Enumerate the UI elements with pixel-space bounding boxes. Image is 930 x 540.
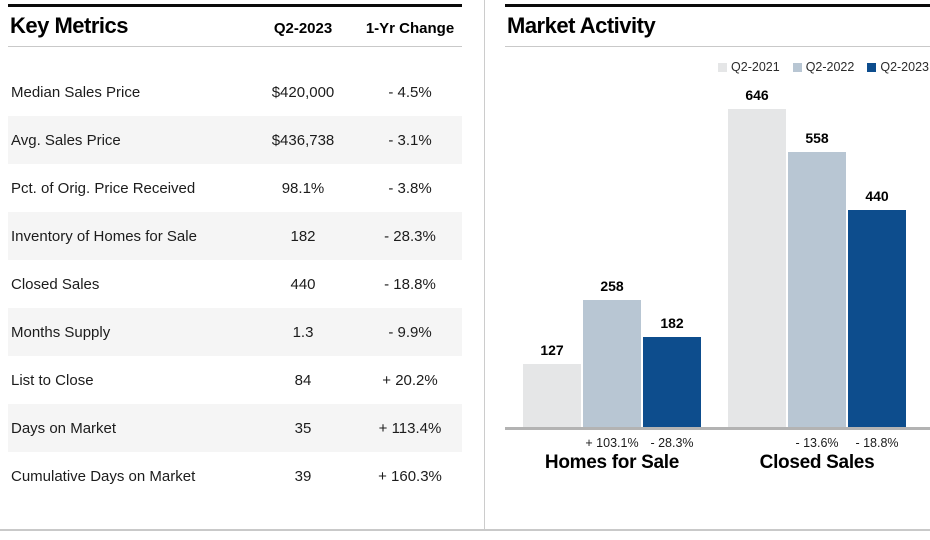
legend-swatch-icon [718, 62, 728, 72]
bar-value-label: 558 [805, 130, 829, 146]
market-activity-panel: Market Activity Q2-2021 Q2-2022 Q2-2023 12… [505, 4, 930, 473]
metric-change: + 160.3% [378, 467, 442, 485]
bar-q2-2021-closed-sales [728, 109, 786, 427]
metric-name: Months Supply [11, 323, 111, 341]
bar-value-label: 127 [540, 342, 564, 358]
column-headers: Q2-2023 1-Yr Change [248, 20, 462, 37]
metric-change: - 28.3% [384, 227, 436, 245]
bar-value-label: 258 [600, 278, 624, 294]
x-axis-line [505, 427, 930, 430]
table-row: Days on Market 35 + 113.4% [8, 404, 462, 452]
metric-value: 1.3 [292, 323, 314, 341]
column-header-period: Q2-2023 [273, 20, 333, 37]
legend-label: Q2-2021 [731, 60, 780, 74]
bar-value-label: 440 [865, 188, 889, 204]
table-row: List to Close 84 + 20.2% [8, 356, 462, 404]
panel-divider [484, 0, 485, 530]
metric-change: - 18.8% [384, 275, 436, 293]
key-metrics-header: Key Metrics Q2-2023 1-Yr Change [8, 4, 462, 47]
table-row: Pct. of Orig. Price Received 98.1% - 3.8% [8, 164, 462, 212]
metric-change: - 3.1% [388, 131, 432, 149]
group-label-closed-sales: Closed Sales [759, 452, 875, 473]
pct-change-label: + 103.1% [585, 436, 639, 450]
legend-label: Q2-2023 [880, 60, 929, 74]
metric-value: 98.1% [281, 179, 325, 197]
bar-q2-2023-homes-for-sale [643, 337, 701, 427]
metric-name: Median Sales Price [11, 83, 141, 101]
bar-value-label: 646 [745, 87, 769, 103]
metric-value: 39 [294, 467, 312, 485]
metric-change: - 4.5% [388, 83, 432, 101]
table-row: Median Sales Price $420,000 - 4.5% [8, 68, 462, 116]
metric-value: 182 [290, 227, 316, 245]
legend-swatch-icon [792, 62, 802, 72]
bar-q2-2022-homes-for-sale [583, 300, 641, 427]
metric-value: 35 [294, 419, 312, 437]
metric-change: - 3.8% [388, 179, 432, 197]
bar-q2-2021-homes-for-sale [523, 364, 581, 427]
legend-label: Q2-2022 [805, 60, 855, 74]
metric-name: Days on Market [11, 419, 117, 437]
pct-change-label: - 13.6% [795, 436, 839, 450]
metrics-table: Median Sales Price $420,000 - 4.5% Avg. Sal… [8, 68, 462, 500]
metric-value: 84 [294, 371, 312, 389]
table-row: Avg. Sales Price $436,738 - 3.1% [8, 116, 462, 164]
metric-name: Avg. Sales Price [11, 131, 121, 149]
pct-change-label: - 28.3% [650, 436, 694, 450]
table-row: Inventory of Homes for Sale 182 - 28.3% [8, 212, 462, 260]
bottom-rule [0, 529, 930, 531]
bar-q2-2023-closed-sales [848, 210, 906, 427]
metric-change: + 20.2% [382, 371, 438, 389]
metric-value: 440 [290, 275, 316, 293]
table-row: Closed Sales 440 - 18.8% [8, 260, 462, 308]
group-label-homes-for-sale: Homes for Sale [544, 452, 680, 473]
market-activity-header: Market Activity [505, 4, 930, 47]
metric-name: Inventory of Homes for Sale [11, 227, 197, 245]
table-row: Cumulative Days on Market 39 + 160.3% [8, 452, 462, 500]
table-row: Months Supply 1.3 - 9.9% [8, 308, 462, 356]
metric-name: Closed Sales [11, 275, 100, 293]
metric-name: Cumulative Days on Market [11, 467, 196, 485]
bar-value-label: 182 [660, 315, 684, 331]
bar-chart: 127 258 + 103.1% 182 - 28.3% Homes for Sale 64… [505, 4, 930, 504]
chart-legend: Q2-2021 Q2-2022 Q2-2023 [718, 60, 929, 74]
pct-change-label: - 18.8% [855, 436, 899, 450]
key-metrics-panel: Key Metrics Q2-2023 1-Yr Change Median S… [8, 4, 462, 500]
legend-item: Q2-2022 [792, 60, 855, 74]
metric-name: Pct. of Orig. Price Received [11, 179, 196, 197]
legend-swatch-icon [867, 62, 877, 72]
market-activity-title: Market Activity [507, 13, 656, 38]
metric-value: $420,000 [271, 83, 335, 101]
bar-q2-2022-closed-sales [788, 152, 846, 427]
metric-name: List to Close [11, 371, 94, 389]
legend-item: Q2-2021 [718, 60, 780, 74]
legend-item: Q2-2023 [867, 60, 929, 74]
metric-change: + 113.4% [378, 419, 442, 437]
metric-value: $436,738 [271, 131, 335, 149]
metric-change: - 9.9% [388, 323, 432, 341]
key-metrics-title: Key Metrics [10, 13, 129, 38]
column-header-change: 1-Yr Change [365, 20, 455, 37]
